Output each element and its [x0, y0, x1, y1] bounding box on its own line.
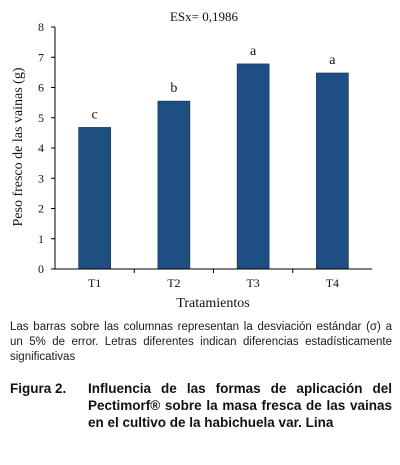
y-tick-label: 4 [38, 141, 44, 155]
bar-t4 [316, 72, 349, 270]
y-tick-label: 3 [38, 171, 44, 185]
significance-letter: c [92, 107, 98, 122]
x-tick-label: T2 [167, 276, 180, 290]
bar-t3 [236, 63, 270, 270]
figure-note: Las barras sobre las columnas representa… [10, 321, 392, 363]
figure-caption: Figura 2. Influencia de las formas de ap… [10, 380, 392, 431]
significance-letter: a [250, 44, 257, 59]
y-axis-label: Peso fresco de las vainas (g) [11, 67, 26, 226]
y-tick-label: 5 [38, 111, 44, 125]
bar-chart: ESx= 0,1986 Peso fresco de las vainas (g… [11, 9, 372, 311]
bar-t1 [78, 127, 111, 270]
y-axis: 0 1 2 3 4 5 6 7 8 [38, 20, 55, 276]
significance-letter: b [170, 81, 177, 96]
significance-letter: a [329, 53, 336, 68]
x-axis-label: Tratamientos [176, 296, 249, 311]
x-tick-label: T4 [326, 276, 339, 290]
y-tick-label: 0 [38, 262, 44, 276]
y-tick-label: 6 [38, 81, 44, 95]
x-tick-label: T1 [88, 276, 101, 290]
x-tick-label: T3 [246, 276, 259, 290]
figure-title: Influencia de las formas de aplicación d… [88, 381, 392, 430]
x-axis: T1 T2 T3 T4 [88, 269, 339, 290]
y-tick-label: 1 [38, 232, 44, 246]
y-tick-label: 7 [38, 50, 44, 64]
figure-label: Figura 2. [10, 381, 67, 396]
chart-annotation: ESx= 0,1986 [170, 9, 239, 24]
y-tick-label: 8 [38, 20, 44, 34]
bars: c b a a [78, 44, 349, 270]
bar-t2 [157, 100, 191, 270]
y-tick-label: 2 [38, 202, 44, 216]
